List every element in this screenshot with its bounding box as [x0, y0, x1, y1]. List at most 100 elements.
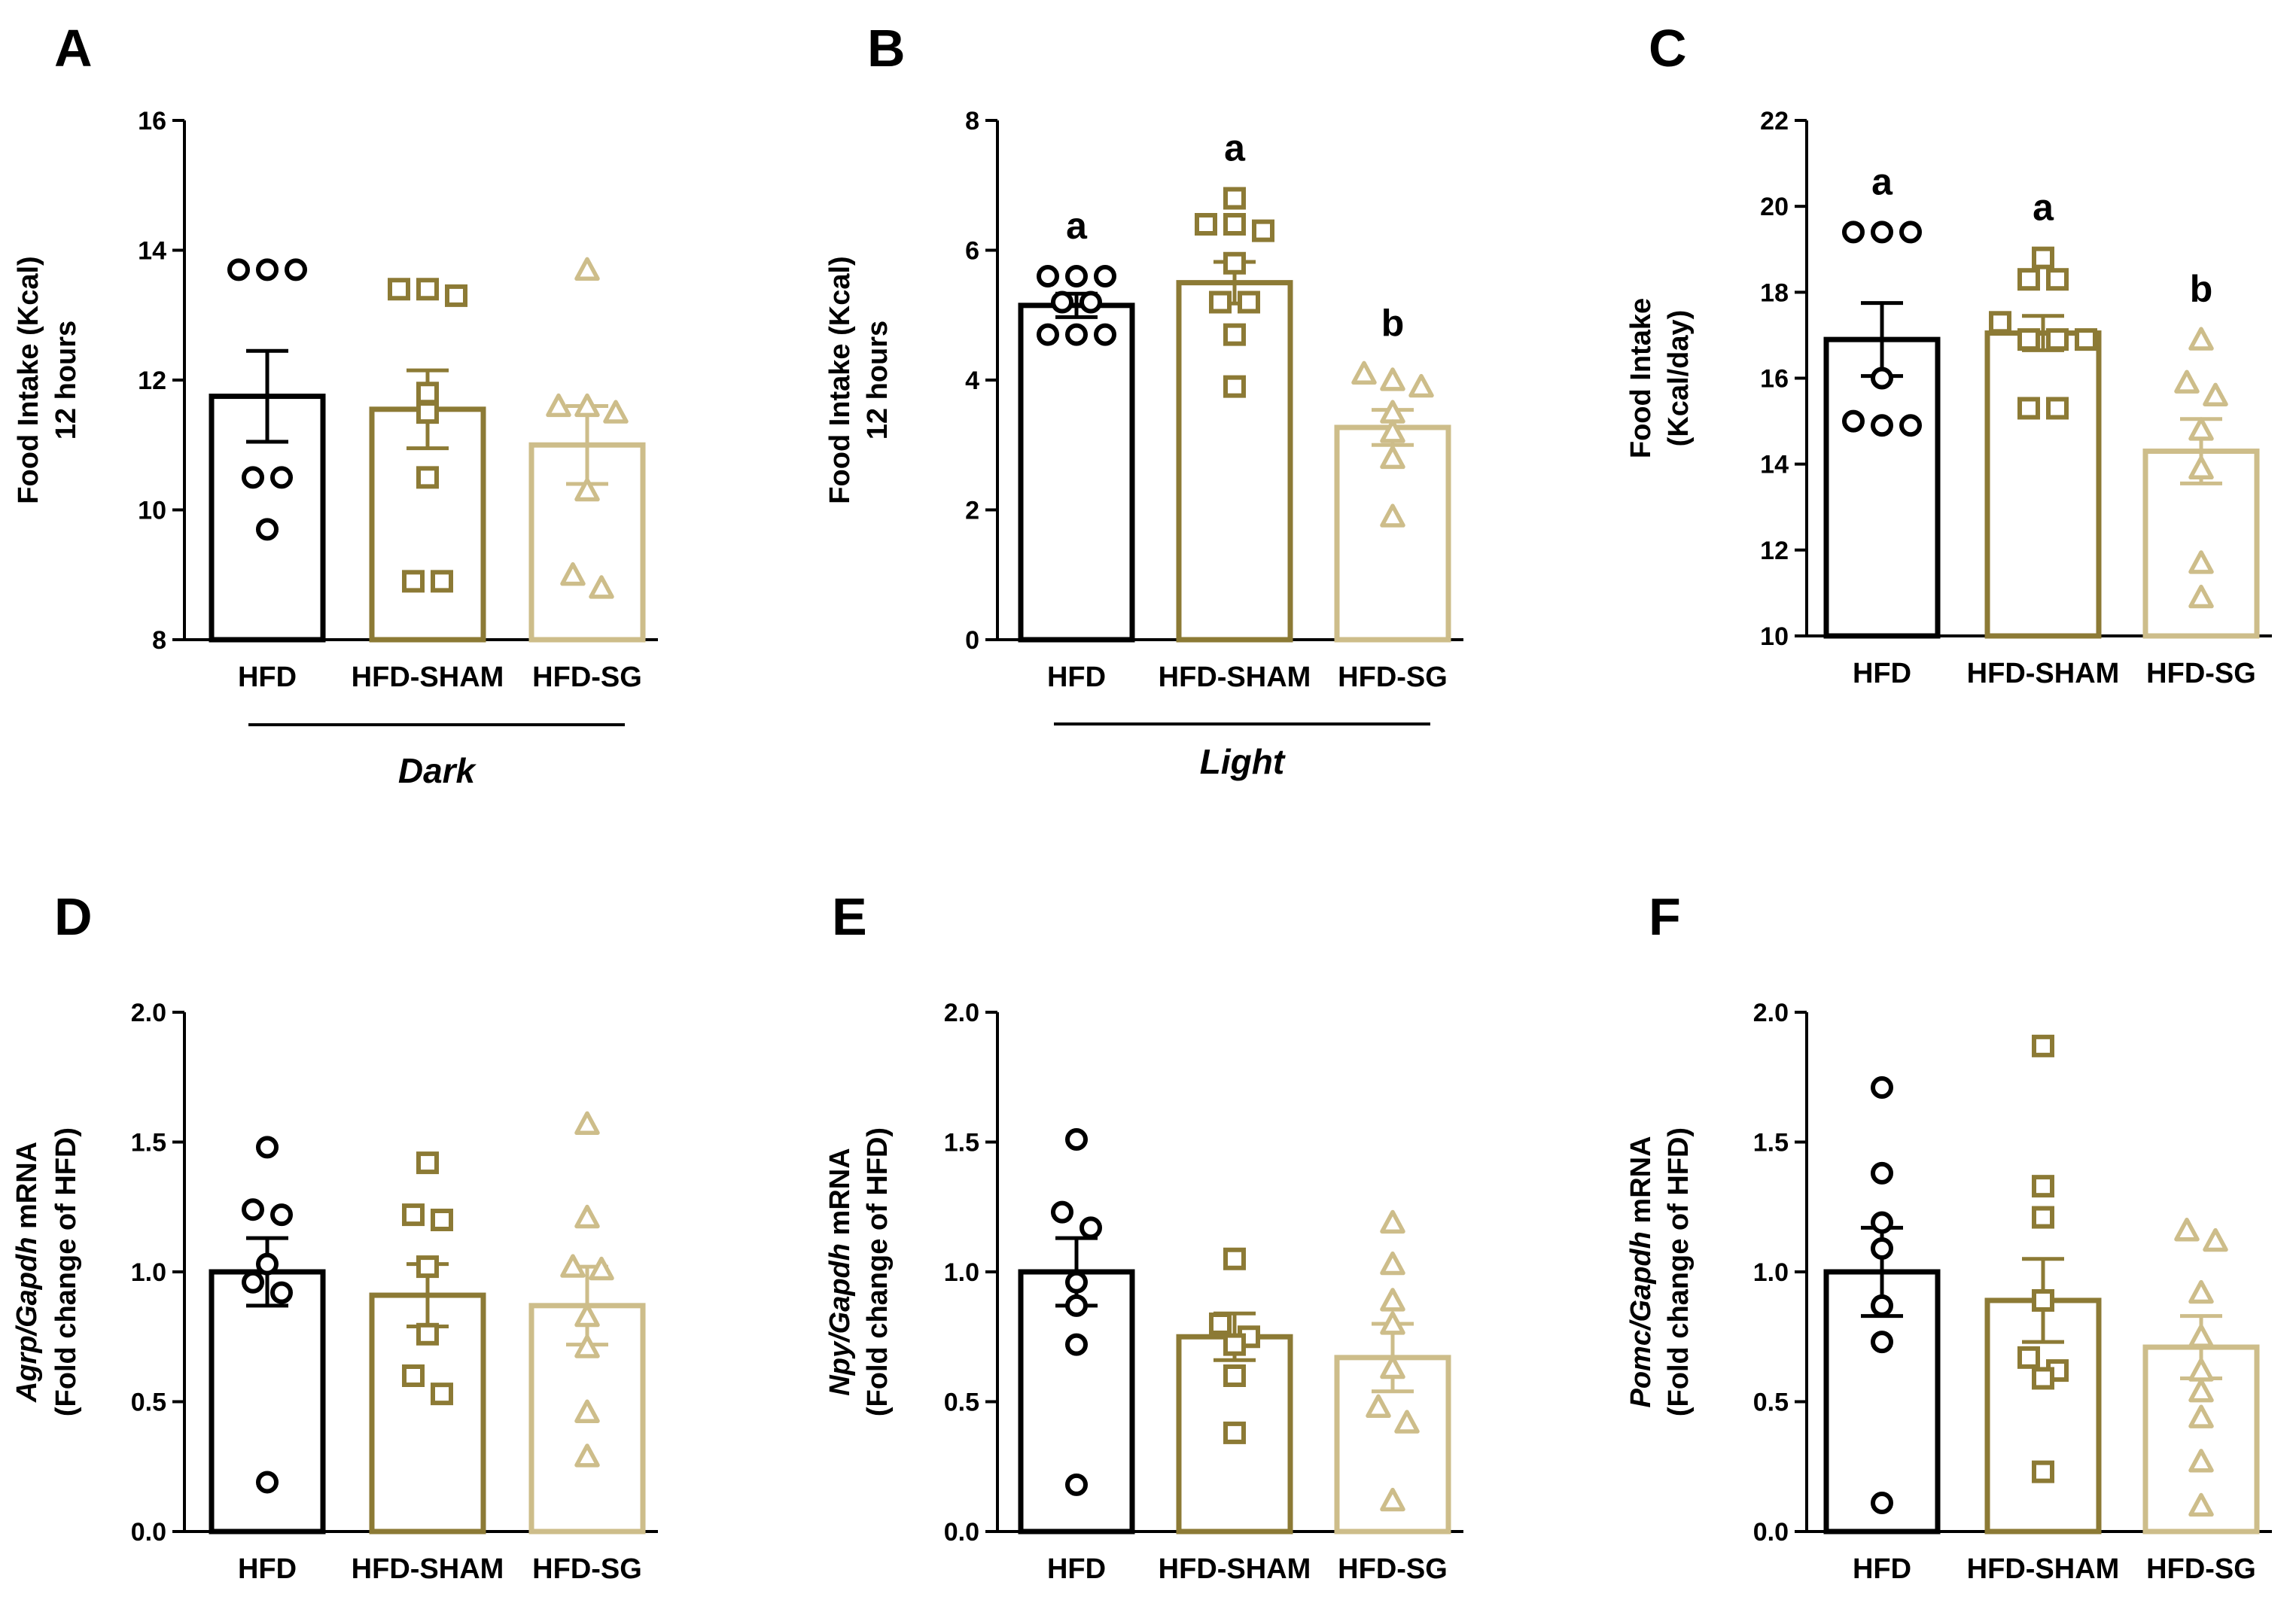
data-point — [2174, 1218, 2200, 1242]
data-point — [2203, 1227, 2228, 1252]
data-point — [1094, 265, 1116, 287]
data-point — [1079, 1216, 1102, 1240]
x-tick-label: HFD-SG — [2146, 658, 2256, 689]
data-point — [1380, 1251, 1405, 1276]
data-point — [2075, 328, 2097, 351]
data-point — [416, 1255, 439, 1279]
data-point — [270, 466, 293, 489]
data-point — [574, 1204, 600, 1229]
data-point — [1842, 409, 1865, 433]
data-point — [2032, 1460, 2054, 1483]
data-point — [242, 1198, 264, 1221]
data-point — [256, 1136, 279, 1159]
data-point — [1380, 1209, 1405, 1234]
x-tick-label: HFD-SHAM — [1159, 1553, 1311, 1585]
y-tick-label: 4 — [965, 367, 979, 395]
data-point — [574, 1443, 600, 1468]
data-point — [1871, 1076, 1893, 1100]
data-point — [1065, 1128, 1088, 1151]
data-point — [574, 393, 600, 418]
data-point — [1223, 251, 1246, 275]
data-point — [2188, 1492, 2214, 1517]
panel-letter: E — [832, 887, 867, 946]
data-point — [1223, 1364, 1246, 1387]
data-point — [1871, 1331, 1893, 1354]
data-point — [1065, 1333, 1088, 1356]
data-point — [2188, 1378, 2214, 1403]
y-tick-label: 14 — [1760, 451, 1789, 479]
data-point — [1065, 323, 1088, 346]
data-point — [574, 1111, 600, 1135]
data-point — [1380, 503, 1405, 528]
data-point — [416, 1322, 439, 1346]
y-axis-label-italic: Agrp/Gapdh — [11, 1237, 43, 1404]
x-tick-label: HFD-SHAM — [352, 662, 504, 693]
y-axis-label-italic: Npy/Gapdh — [824, 1243, 856, 1396]
y-tick-label: 0.0 — [131, 1518, 166, 1547]
y-tick-label: 20 — [1760, 193, 1789, 221]
data-point — [1380, 445, 1405, 470]
data-point — [1037, 323, 1059, 346]
group-label: Dark — [398, 751, 477, 790]
data-point — [2188, 455, 2214, 480]
data-point — [1051, 290, 1073, 314]
data-point — [1223, 213, 1246, 236]
x-tick-label: HFD-SHAM — [1967, 658, 2120, 689]
data-point — [574, 477, 600, 502]
y-tick-label: 0.5 — [944, 1389, 979, 1417]
data-point — [270, 1203, 293, 1227]
data-point — [1195, 213, 1217, 236]
data-point — [416, 382, 439, 405]
data-point — [388, 278, 410, 301]
y-tick-label: 18 — [1760, 278, 1789, 307]
x-tick-label: HFD-SG — [532, 662, 642, 693]
y-tick-label: 16 — [138, 107, 166, 135]
data-point — [1380, 367, 1405, 391]
x-tick-label: HFD-SHAM — [1159, 662, 1311, 693]
y-axis-label: (Fold change of HFD) — [50, 1127, 82, 1416]
x-tick-label: HFD — [238, 1553, 297, 1585]
data-point — [1899, 221, 1922, 244]
data-point — [256, 258, 279, 281]
y-axis-label: Npy/Gapdh mRNA — [824, 1148, 856, 1395]
data-point — [1871, 1237, 1893, 1260]
data-point — [1380, 1487, 1405, 1512]
y-tick-label: 10 — [138, 497, 166, 525]
data-point — [242, 1270, 264, 1294]
significance-letter: a — [1224, 127, 1246, 169]
data-point — [1871, 1492, 1893, 1515]
data-point — [1842, 221, 1865, 244]
data-point — [1351, 360, 1377, 385]
data-point — [2046, 328, 2069, 351]
x-tick-label: HFD — [1047, 1553, 1106, 1585]
data-point — [2017, 268, 2040, 291]
data-point — [2032, 1034, 2054, 1057]
data-point — [1094, 323, 1116, 346]
x-tick-label: HFD — [1853, 1553, 1911, 1585]
y-tick-label: 1.0 — [944, 1258, 979, 1287]
data-point — [589, 575, 614, 599]
y-axis-label: (Fold change of HFD) — [1663, 1127, 1695, 1416]
data-point — [2188, 327, 2214, 351]
bar-hfd — [1018, 303, 1135, 643]
data-point — [1209, 1313, 1232, 1335]
data-point — [546, 393, 571, 418]
y-tick-label: 10 — [1760, 622, 1789, 651]
data-point — [603, 400, 629, 424]
data-point — [1209, 290, 1232, 314]
x-tick-label: HFD-SG — [532, 1553, 642, 1585]
data-point — [2017, 1346, 2040, 1369]
data-point — [431, 570, 453, 593]
y-tick-label: 14 — [138, 237, 166, 266]
data-point — [242, 466, 264, 489]
chart-panel-b: B 0 2 4 6 8 Food Intake (Kcal) 12 hours HFD a HFD-… — [824, 19, 1463, 781]
bar-hfd-sham — [1984, 330, 2102, 639]
data-point — [1380, 1288, 1405, 1312]
y-tick-label: 0 — [965, 626, 979, 655]
y-tick-label: 0.5 — [131, 1389, 166, 1417]
y-tick-label: 1.5 — [131, 1129, 166, 1157]
y-tick-label: 2 — [965, 497, 979, 525]
data-point — [2188, 1358, 2214, 1382]
y-tick-label: 1.5 — [1753, 1129, 1789, 1157]
data-point — [256, 1471, 279, 1494]
